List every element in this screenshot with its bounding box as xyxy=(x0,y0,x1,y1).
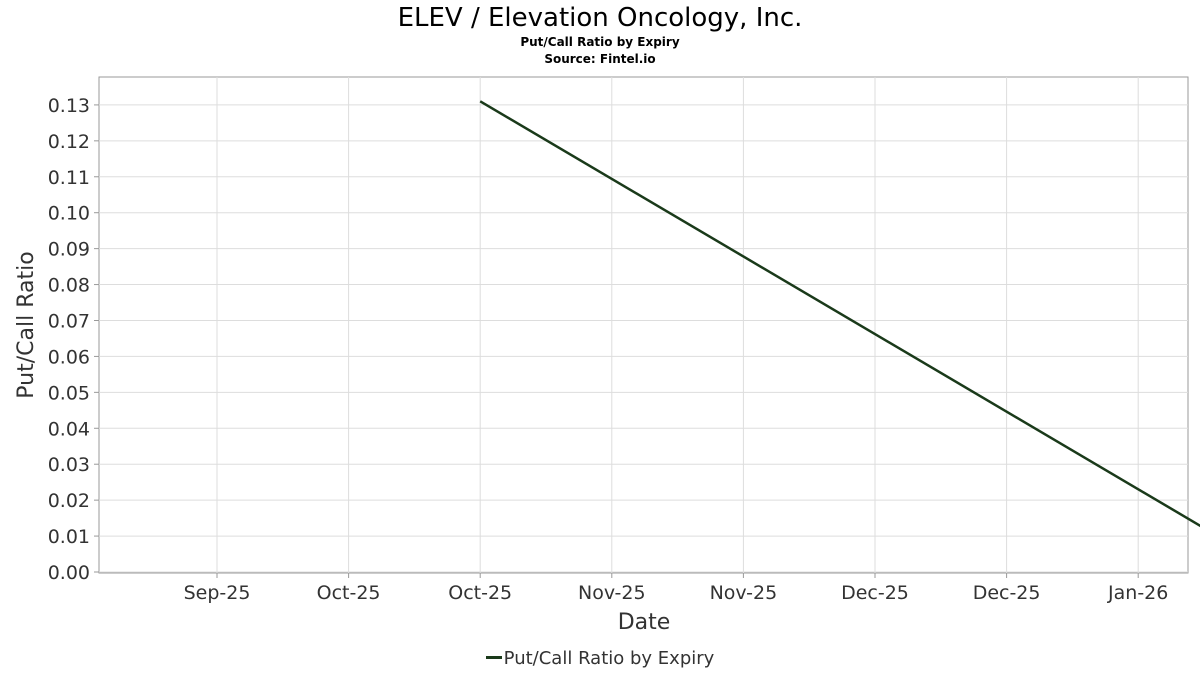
legend: Put/Call Ratio by Expiry xyxy=(0,648,1200,669)
series-group xyxy=(479,100,1200,528)
y-tick-label: 0.00 xyxy=(48,562,90,584)
y-tick-label: 0.02 xyxy=(48,490,90,512)
y-tick-label: 0.09 xyxy=(48,239,90,261)
y-axis-label: Put/Call Ratio xyxy=(14,251,39,398)
x-tick-label: Oct-25 xyxy=(448,582,512,604)
y-tick-label: 0.03 xyxy=(48,454,90,476)
x-axis-ticks: Sep-25 Oct-25 Oct-25 Nov-25 Nov-25 Dec-25 Dec-… xyxy=(184,573,1168,604)
x-tick-label: Jan-26 xyxy=(1107,582,1168,604)
y-tick-label: 0.06 xyxy=(48,346,90,368)
legend-swatch xyxy=(485,655,502,659)
x-tick-label: Sep-25 xyxy=(184,582,251,604)
x-tick-label: Nov-25 xyxy=(578,582,646,604)
legend-label: Put/Call Ratio by Expiry xyxy=(503,648,715,669)
plot-area xyxy=(98,76,1189,574)
y-axis-ticks: 0.00 0.01 0.02 0.03 0.04 0.05 0.06 0.07 0.08 0.09… xyxy=(48,95,99,584)
x-tick-label: Dec-25 xyxy=(973,582,1041,604)
chart-title: ELEV / Elevation Oncology, Inc. xyxy=(397,3,803,33)
chart-source: Source: Fintel.io xyxy=(544,52,656,66)
chart-subtitle: Put/Call Ratio by Expiry xyxy=(520,35,680,49)
x-tick-label: Nov-25 xyxy=(710,582,778,604)
y-tick-label: 0.12 xyxy=(48,131,90,153)
y-tick-label: 0.10 xyxy=(48,203,90,225)
y-tick-label: 0.05 xyxy=(48,382,90,404)
x-tick-label: Dec-25 xyxy=(841,582,909,604)
y-tick-label: 0.04 xyxy=(48,418,90,440)
y-tick-label: 0.07 xyxy=(48,310,90,332)
y-tick-label: 0.01 xyxy=(48,526,90,548)
x-tick-label: Oct-25 xyxy=(317,582,381,604)
x-axis-label: Date xyxy=(618,610,671,635)
y-tick-label: 0.13 xyxy=(48,95,90,117)
grid-lines xyxy=(99,77,1188,573)
y-tick-label: 0.08 xyxy=(48,275,90,297)
y-tick-label: 0.11 xyxy=(48,167,90,189)
series-line xyxy=(479,100,1200,528)
